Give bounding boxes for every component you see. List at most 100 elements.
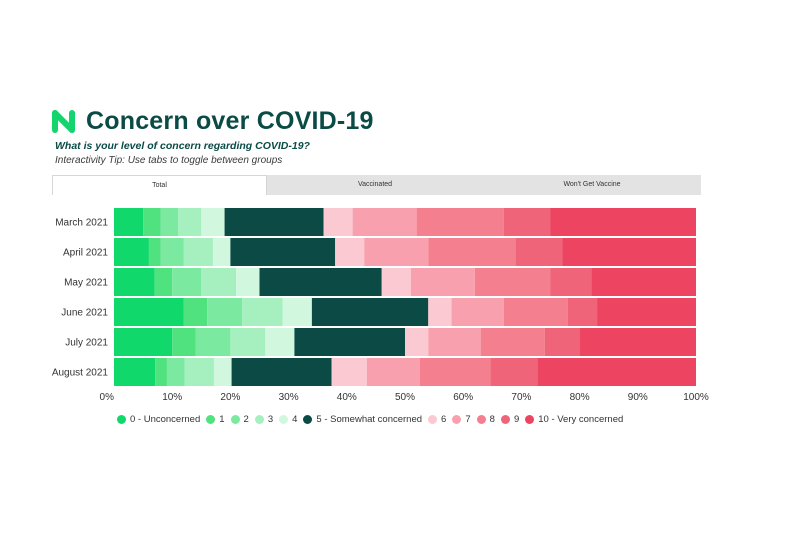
- bar-segment-7[interactable]: [451, 298, 504, 326]
- legend-item[interactable]: 2: [230, 414, 249, 425]
- bar-segment-2[interactable]: [195, 328, 231, 356]
- bar-segment-8[interactable]: [503, 298, 568, 326]
- legend-item[interactable]: 3: [254, 414, 274, 425]
- bar-segment-8[interactable]: [428, 238, 516, 266]
- bar-segment-6[interactable]: [381, 268, 411, 296]
- bar-segment-7[interactable]: [366, 358, 420, 386]
- bar-segment-8[interactable]: [419, 358, 491, 386]
- bar-segment-8[interactable]: [480, 328, 545, 356]
- bar-segment-6[interactable]: [323, 208, 353, 236]
- bar-segment-10[interactable]: [550, 208, 697, 236]
- bar-segment-8[interactable]: [474, 268, 551, 296]
- bar-segment-9[interactable]: [550, 268, 592, 296]
- bar-segment-1[interactable]: [183, 298, 208, 326]
- bar-segment-4[interactable]: [265, 328, 295, 356]
- bar-segment-9[interactable]: [515, 238, 563, 266]
- legend-dot-icon: [452, 415, 462, 424]
- legend-item[interactable]: 10 - Very concerned: [525, 414, 623, 425]
- legend-item[interactable]: 4: [279, 414, 297, 425]
- legend-item[interactable]: 6: [428, 414, 446, 425]
- legend-item[interactable]: 1: [206, 414, 225, 425]
- bar-segment-9[interactable]: [544, 328, 580, 356]
- legend-item[interactable]: 9: [500, 414, 520, 425]
- bar-segment-6[interactable]: [405, 328, 429, 356]
- bar-segment-8[interactable]: [416, 208, 504, 236]
- bar-segment-6[interactable]: [331, 358, 367, 386]
- bar-segment-1[interactable]: [154, 268, 173, 296]
- bar-segment-2[interactable]: [160, 208, 179, 236]
- chart-title: Concern over COVID-19: [86, 106, 374, 135]
- brand-logo-icon: [52, 109, 75, 133]
- bar-segment-3[interactable]: [242, 298, 283, 326]
- legend-label: 7: [465, 414, 471, 425]
- bar-segment-4[interactable]: [236, 268, 260, 296]
- legend-item[interactable]: 8: [476, 414, 495, 425]
- bar-segment-2[interactable]: [172, 268, 202, 296]
- bar-segment-0[interactable]: [114, 238, 149, 266]
- bar-segment-2[interactable]: [160, 238, 184, 266]
- bar-segment-0[interactable]: [114, 328, 173, 356]
- bar-segment-3[interactable]: [178, 208, 202, 236]
- legend-label: 6: [441, 414, 447, 425]
- bar-segment-4[interactable]: [213, 358, 232, 386]
- tab-total[interactable]: Total: [52, 175, 267, 195]
- bar-segment-0[interactable]: [114, 298, 184, 326]
- bar-segment-2[interactable]: [166, 358, 185, 386]
- bar-segment-0[interactable]: [114, 208, 144, 236]
- bar-segment-5[interactable]: [259, 268, 382, 296]
- bar-segment-0[interactable]: [114, 358, 156, 386]
- legend-item[interactable]: 5 - Somewhat concerned: [303, 414, 422, 425]
- bar-segment-7[interactable]: [428, 328, 481, 356]
- legend-label: 9: [513, 414, 520, 425]
- x-tick-label: 80%: [570, 392, 590, 403]
- x-tick-label: 60%: [453, 392, 473, 403]
- bar-segment-10[interactable]: [562, 238, 696, 266]
- bar-segment-6[interactable]: [428, 298, 452, 326]
- legend-item[interactable]: 0 - Unconcerned: [117, 414, 200, 425]
- bar-segment-3[interactable]: [201, 268, 237, 296]
- bar-segment-10[interactable]: [537, 358, 696, 386]
- chart-header: Concern over COVID-19: [50, 104, 374, 138]
- bar-segment-7[interactable]: [364, 238, 429, 266]
- bar-segment-9[interactable]: [490, 358, 538, 386]
- bar-segment-4[interactable]: [201, 208, 225, 236]
- bar-segment-6[interactable]: [335, 238, 365, 266]
- bar-segment-3[interactable]: [230, 328, 266, 356]
- bar-segment-1[interactable]: [148, 238, 161, 266]
- bar-segment-5[interactable]: [230, 238, 336, 266]
- category-label: March 2021: [55, 218, 108, 229]
- bar-segment-5[interactable]: [231, 358, 332, 386]
- bar-segment-7[interactable]: [352, 208, 417, 236]
- bar-segment-3[interactable]: [184, 358, 214, 386]
- bar-segment-5[interactable]: [294, 328, 405, 356]
- bar-segment-5[interactable]: [311, 298, 429, 326]
- category-label: April 2021: [63, 248, 108, 259]
- bar-segment-1[interactable]: [143, 208, 161, 236]
- tab-vaccinated[interactable]: Vaccinated: [357, 181, 393, 188]
- x-tick-label: 0%: [100, 392, 115, 403]
- legend-item[interactable]: 7: [452, 414, 471, 425]
- tab-wont-get-vaccine[interactable]: Won't Get Vaccine: [563, 181, 621, 188]
- bar-segment-5[interactable]: [224, 208, 324, 236]
- bar-segment-3[interactable]: [183, 238, 213, 266]
- bar-segment-4[interactable]: [282, 298, 312, 326]
- interactivity-tip: Interactivity Tip: Use tabs to toggle be…: [55, 155, 283, 166]
- legend-dot-icon: [428, 415, 438, 424]
- legend-label: 3: [267, 414, 274, 425]
- legend-dot-icon: [525, 415, 535, 424]
- group-tabs: Total Vaccinated Won't Get Vaccine: [52, 175, 701, 195]
- bar-segment-1[interactable]: [172, 328, 196, 356]
- bar-segment-1[interactable]: [155, 358, 167, 386]
- x-tick-label: 70%: [511, 392, 531, 403]
- bar-segment-2[interactable]: [207, 298, 243, 326]
- bar-segment-9[interactable]: [503, 208, 551, 236]
- bar-segment-10[interactable]: [591, 268, 696, 296]
- bar-segment-0[interactable]: [114, 268, 155, 296]
- bar-segment-10[interactable]: [579, 328, 696, 356]
- bar-segment-7[interactable]: [410, 268, 475, 296]
- bar-segment-10[interactable]: [597, 298, 696, 326]
- x-tick-label: 30%: [279, 392, 299, 403]
- bar-segment-4[interactable]: [212, 238, 231, 266]
- legend-label: 10 - Very concerned: [538, 414, 624, 425]
- bar-segment-9[interactable]: [567, 298, 598, 326]
